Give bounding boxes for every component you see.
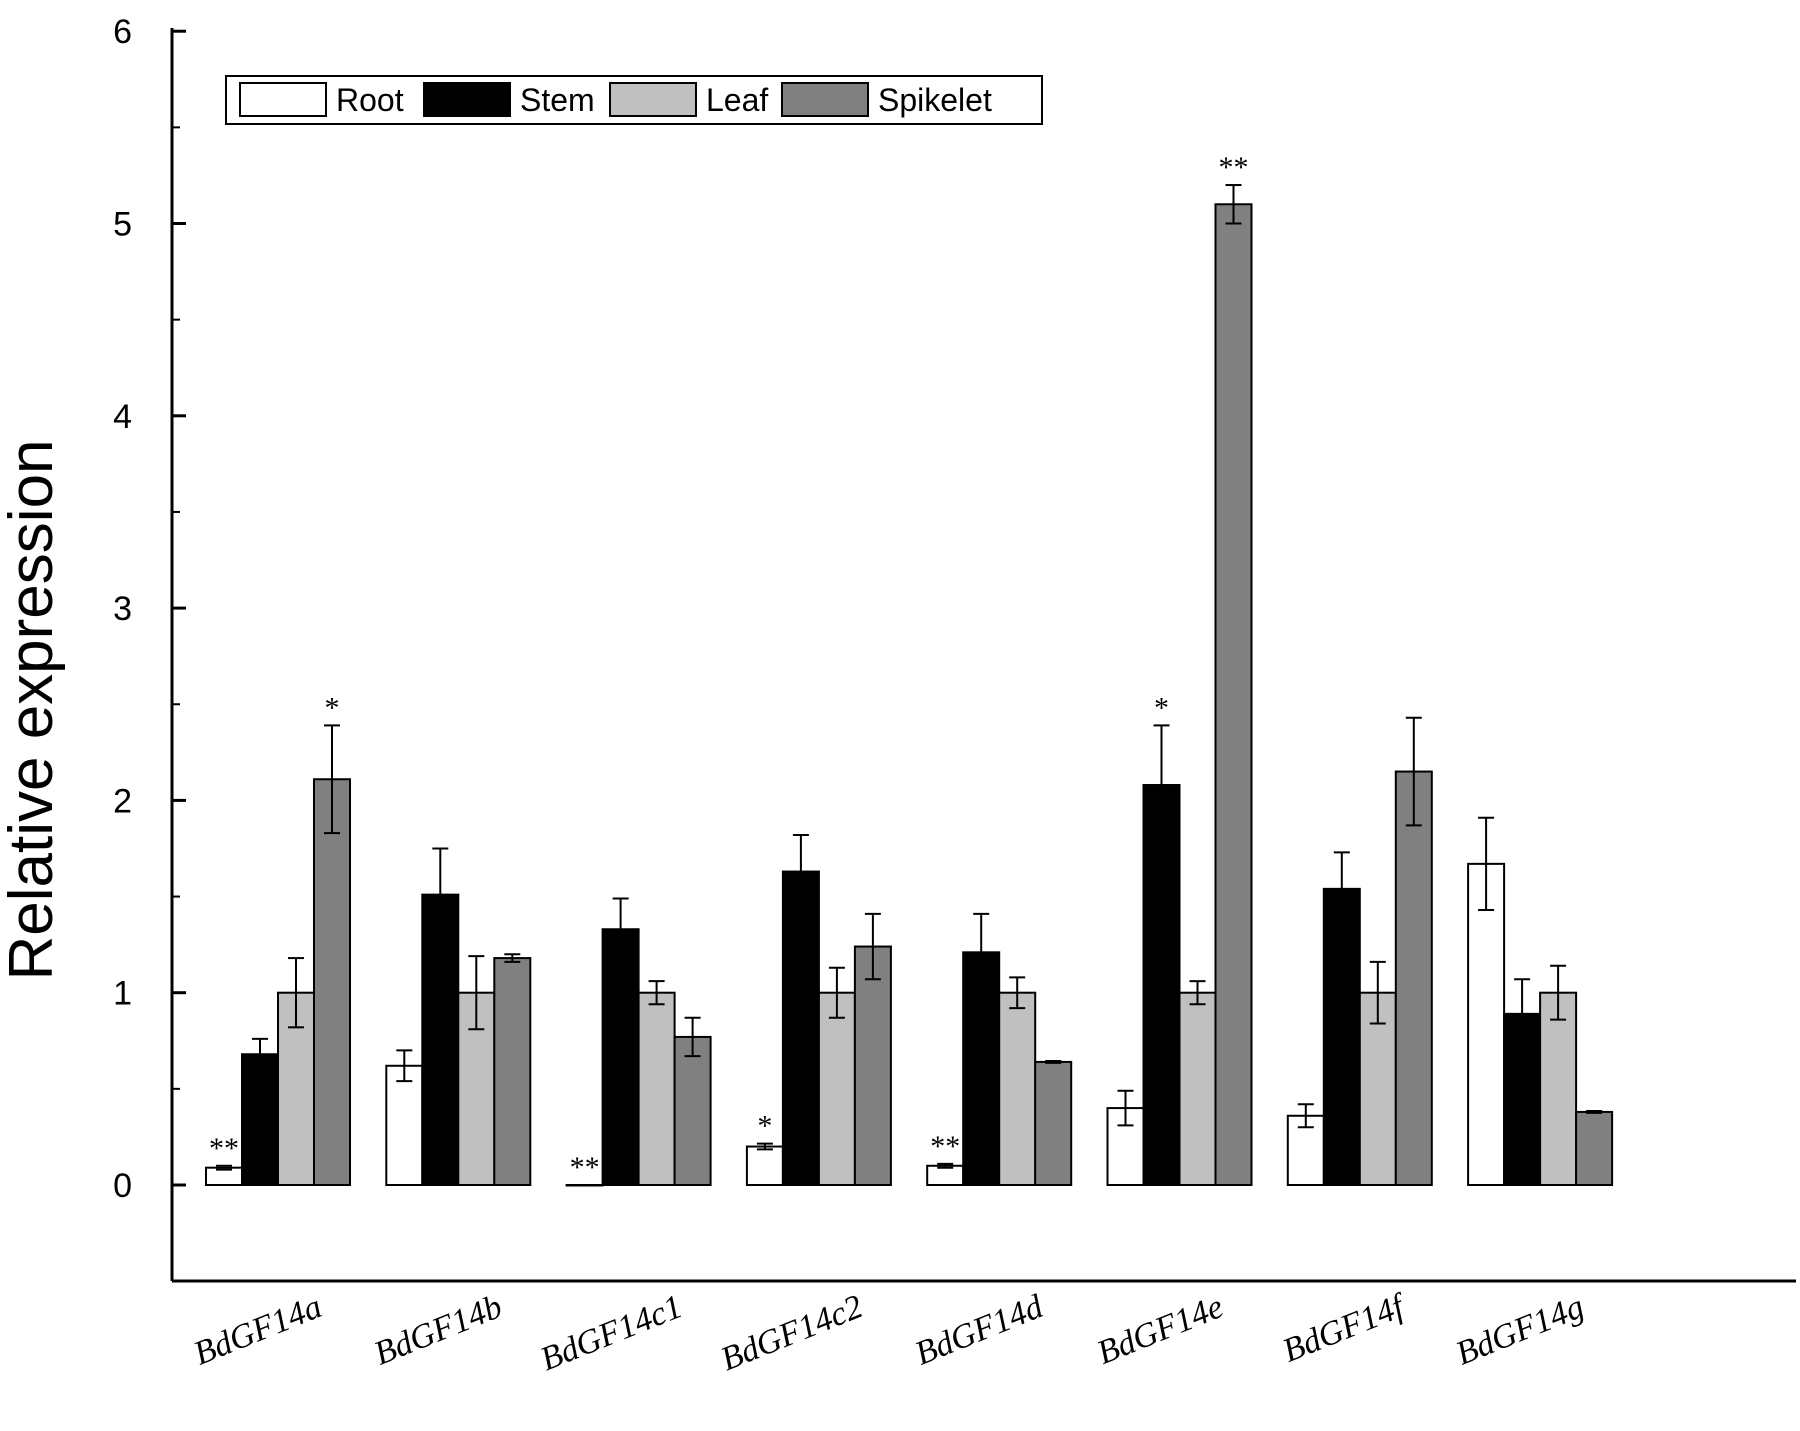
significance-mark: * — [325, 691, 340, 724]
y-axis-title: Relative expression — [0, 439, 66, 980]
y-tick-label: 3 — [113, 590, 132, 628]
significance-mark: ** — [209, 1132, 239, 1165]
legend-label-root: Root — [336, 82, 404, 118]
bar-spikelet-bdgf14c2 — [853, 945, 892, 1186]
bar-leaf-bdgf14c1 — [637, 991, 676, 1187]
legend-swatch-spikelet — [781, 82, 869, 117]
y-tick-label: 2 — [113, 782, 132, 820]
bar-leaf-bdgf14d — [998, 991, 1037, 1187]
bar-spikelet-bdgf14g — [1575, 1110, 1614, 1187]
bar-stem-bdgf14a — [241, 1053, 279, 1186]
x-tick-label: BdGF14d — [910, 1288, 1049, 1373]
legend-swatch-root — [239, 82, 327, 117]
bar-stem-bdgf14b — [421, 893, 460, 1186]
bar-stem-bdgf14c1 — [601, 928, 640, 1187]
significance-mark: ** — [1219, 151, 1249, 184]
bar-spikelet-bdgf14f — [1394, 770, 1433, 1186]
x-tick-label: BdGF14b — [369, 1288, 507, 1373]
bar-root-bdgf14g — [1467, 862, 1506, 1186]
significance-mark: ** — [570, 1151, 600, 1184]
x-tick-label: BdGF14c2 — [716, 1288, 868, 1378]
x-tick-label: BdGF14g — [1451, 1288, 1589, 1373]
significance-marks: *********** — [209, 151, 1249, 1184]
x-axis-tick-labels: BdGF14a BdGF14b BdGF14c1 BdGF14c2 BdGF14d BdG… — [189, 1286, 1589, 1378]
legend-swatch-stem — [423, 82, 511, 117]
x-tick-label: BdGF14e — [1092, 1288, 1228, 1372]
significance-mark: * — [1154, 691, 1169, 724]
y-tick-label: 0 — [113, 1167, 132, 1205]
significance-mark: ** — [930, 1130, 960, 1163]
legend-label-spikelet: Spikelet — [878, 82, 992, 118]
error-bar-marks — [216, 184, 1603, 1171]
bar-spikelet-bdgf14a — [313, 778, 351, 1186]
y-axis-ticks: 0 1 2 3 4 5 6 — [113, 13, 186, 1283]
bar-spikelet-bdgf14c1 — [673, 1035, 712, 1186]
legend-label-stem: Stem — [520, 82, 595, 118]
bar-stem-bdgf14c2 — [781, 870, 820, 1187]
legend: Root Stem Leaf Spikelet — [225, 75, 1043, 125]
legend-swatch-leaf — [609, 82, 697, 117]
y-tick-label: 4 — [113, 398, 132, 436]
bar-stem-bdgf14e — [1142, 784, 1181, 1186]
bar-spikelet-bdgf14d — [1034, 1060, 1073, 1186]
bar-root-bdgf14c2 — [745, 1145, 784, 1187]
bar-spikelet-bdgf14e — [1214, 203, 1253, 1186]
y-tick-label: 6 — [113, 13, 132, 51]
legend-items: Root Stem Leaf Spikelet — [239, 82, 992, 118]
x-tick-label: BdGF14f — [1278, 1286, 1413, 1369]
bar-leaf-bdgf14c2 — [817, 991, 856, 1187]
bar-stem-bdgf14f — [1322, 887, 1361, 1186]
y-tick-label: 5 — [113, 206, 132, 244]
x-tick-label: BdGF14c1 — [535, 1288, 687, 1378]
bar-root-bdgf14b — [385, 1064, 424, 1187]
legend-label-leaf: Leaf — [706, 82, 768, 118]
bar-leaf-bdgf14e — [1178, 991, 1217, 1187]
x-tick-label: BdGF14a — [189, 1288, 327, 1373]
significance-mark: * — [757, 1110, 772, 1143]
bar-leaf-bdgf14g — [1539, 991, 1578, 1187]
y-tick-label: 1 — [113, 975, 132, 1013]
bar-spikelet-bdgf14b — [493, 957, 532, 1186]
bar-marks — [205, 203, 1614, 1187]
bar-root-bdgf14c1 — [565, 1184, 604, 1187]
